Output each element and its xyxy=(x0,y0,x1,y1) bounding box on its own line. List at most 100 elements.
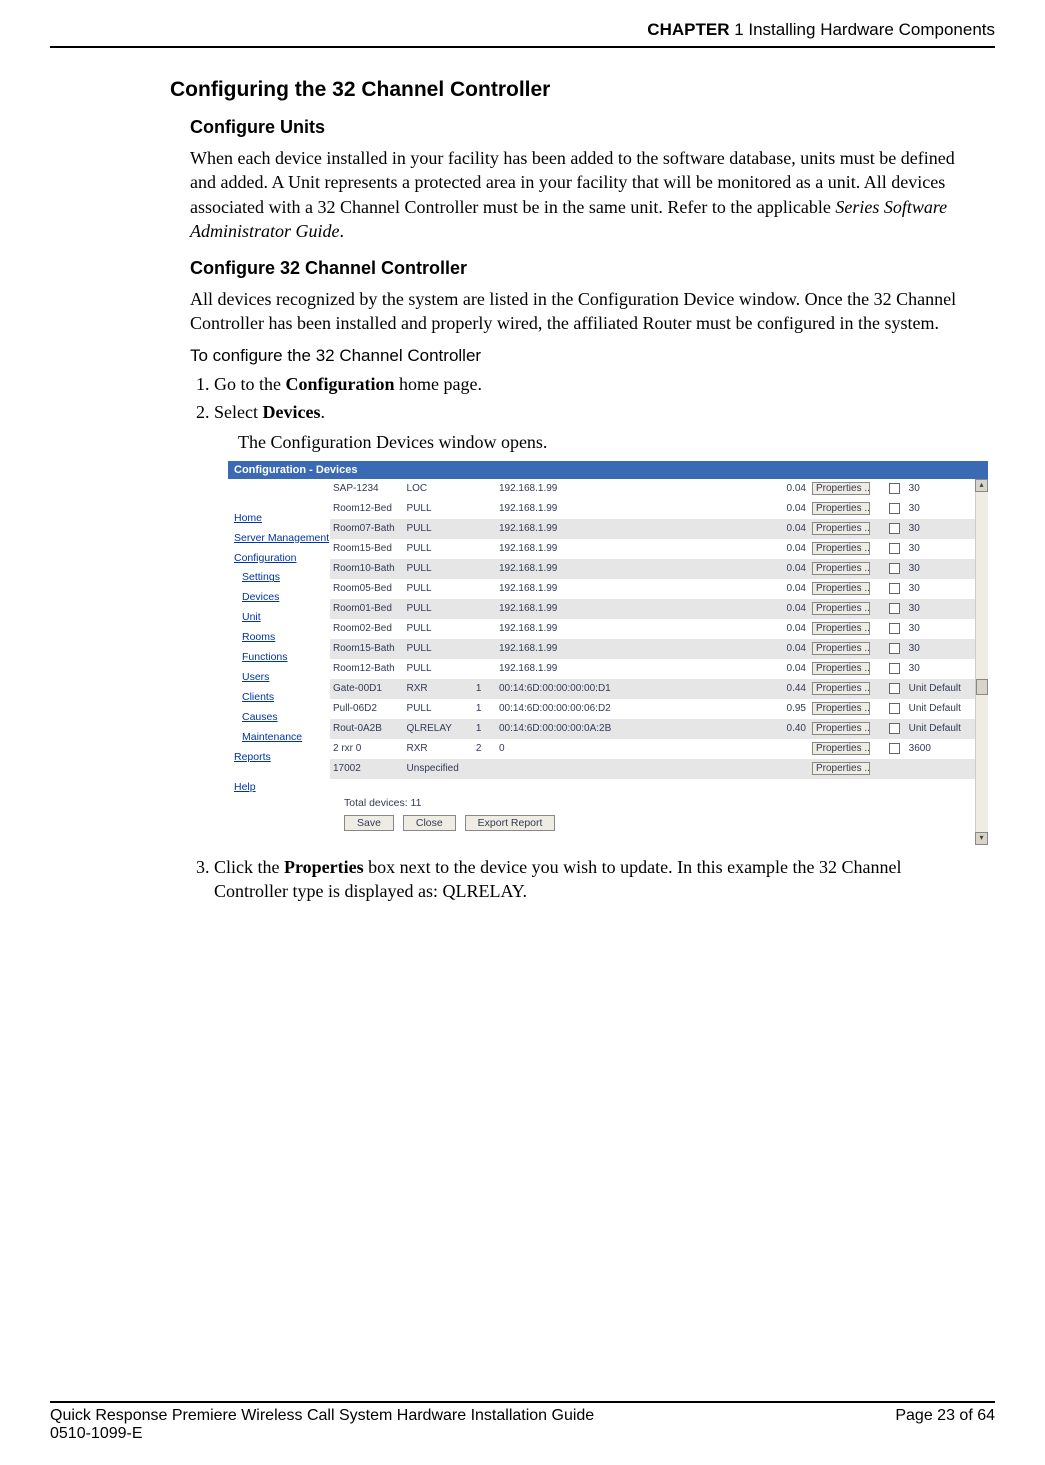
sidebar-link[interactable]: Clients xyxy=(234,688,326,708)
sidebar-link[interactable]: Unit xyxy=(234,608,326,628)
header-rule xyxy=(50,46,995,48)
cell-value: 0.04 xyxy=(767,479,809,499)
cell-name: Room15-Bed xyxy=(330,539,404,559)
config-devices-screenshot: Configuration - Devices HomeServer Manag… xyxy=(228,461,988,845)
properties-button[interactable]: Properties .. xyxy=(812,602,870,615)
cell-properties: Properties .. xyxy=(809,759,883,779)
row-checkbox[interactable] xyxy=(889,643,900,654)
cell-blank xyxy=(656,499,767,519)
properties-button[interactable]: Properties .. xyxy=(812,542,870,555)
row-checkbox[interactable] xyxy=(889,743,900,754)
row-checkbox[interactable] xyxy=(889,663,900,674)
window-titlebar: Configuration - Devices xyxy=(228,461,988,479)
cell-last: 30 xyxy=(906,499,975,519)
table-row: Gate-00D1RXR100:14:6D:00:00:00:00:D10.44… xyxy=(330,679,975,699)
scrollbar-thumb[interactable] xyxy=(976,679,988,695)
properties-button[interactable]: Properties .. xyxy=(812,502,870,515)
cell-col3 xyxy=(473,579,496,599)
cell-last: 30 xyxy=(906,599,975,619)
cell-type: PULL xyxy=(404,579,473,599)
cell-col3: 1 xyxy=(473,719,496,739)
cell-properties: Properties .. xyxy=(809,699,883,719)
cell-value: 0.40 xyxy=(767,719,809,739)
properties-button[interactable]: Properties .. xyxy=(812,702,870,715)
cell-address: 0 xyxy=(496,739,656,759)
row-checkbox[interactable] xyxy=(889,623,900,634)
row-checkbox[interactable] xyxy=(889,723,900,734)
cell-blank xyxy=(656,719,767,739)
scrollbar-track[interactable] xyxy=(975,492,988,832)
step-1: Go to the Configuration home page. xyxy=(214,372,965,396)
properties-button[interactable]: Properties .. xyxy=(812,482,870,495)
sidebar-link[interactable]: Devices xyxy=(234,588,326,608)
sidebar-link[interactable]: Maintenance xyxy=(234,728,326,748)
cell-blank xyxy=(656,599,767,619)
row-checkbox[interactable] xyxy=(889,483,900,494)
chapter-label: CHAPTER xyxy=(647,20,729,39)
scroll-up-icon[interactable]: ▴ xyxy=(975,479,988,492)
sidebar-link[interactable]: Users xyxy=(234,668,326,688)
cell-address: 00:14:6D:00:00:00:00:D1 xyxy=(496,679,656,699)
sidebar-link[interactable]: Functions xyxy=(234,648,326,668)
cell-blank xyxy=(656,619,767,639)
properties-button[interactable]: Properties .. xyxy=(812,582,870,595)
properties-button[interactable]: Properties .. xyxy=(812,742,870,755)
configure-units-body: When each device installed in your facil… xyxy=(190,146,965,243)
cell-address: 192.168.1.99 xyxy=(496,499,656,519)
cell-checkbox xyxy=(883,519,906,539)
cell-checkbox xyxy=(883,539,906,559)
cell-name: Room10-Bath xyxy=(330,559,404,579)
scroll-down-icon[interactable]: ▾ xyxy=(975,832,988,845)
row-checkbox[interactable] xyxy=(889,503,900,514)
cell-address: 192.168.1.99 xyxy=(496,519,656,539)
procedure-steps: Go to the Configuration home page. Selec… xyxy=(190,372,965,425)
cell-value: 0.04 xyxy=(767,519,809,539)
sidebar-link[interactable]: Server Management xyxy=(234,529,326,549)
procedure-steps-cont: Click the Properties box next to the dev… xyxy=(190,855,965,904)
sidebar-link[interactable]: Help xyxy=(234,778,326,798)
cell-properties: Properties .. xyxy=(809,479,883,499)
row-checkbox[interactable] xyxy=(889,583,900,594)
sidebar-link[interactable]: Settings xyxy=(234,568,326,588)
cell-last xyxy=(906,759,975,779)
procedure-heading: To configure the 32 Channel Controller xyxy=(190,346,965,366)
sidebar-link[interactable]: Configuration xyxy=(234,549,326,569)
table-row: Room12-BathPULL192.168.1.990.04Propertie… xyxy=(330,659,975,679)
cell-blank xyxy=(656,639,767,659)
cell-type: QLRELAY xyxy=(404,719,473,739)
close-button[interactable]: Close xyxy=(403,815,456,831)
cell-address: 00:14:6D:00:00:00:0A:2B xyxy=(496,719,656,739)
sidebar-link[interactable]: Reports xyxy=(234,748,326,768)
row-checkbox[interactable] xyxy=(889,703,900,714)
cell-value: 0.04 xyxy=(767,539,809,559)
cell-address: 192.168.1.99 xyxy=(496,539,656,559)
sidebar-link[interactable]: Causes xyxy=(234,708,326,728)
row-checkbox[interactable] xyxy=(889,543,900,554)
export-report-button[interactable]: Export Report xyxy=(465,815,556,831)
cell-blank xyxy=(656,479,767,499)
save-button[interactable]: Save xyxy=(344,815,394,831)
row-checkbox[interactable] xyxy=(889,523,900,534)
cell-col3: 1 xyxy=(473,679,496,699)
properties-button[interactable]: Properties .. xyxy=(812,662,870,675)
step-3: Click the Properties box next to the dev… xyxy=(214,855,965,904)
properties-button[interactable]: Properties .. xyxy=(812,522,870,535)
row-checkbox[interactable] xyxy=(889,683,900,694)
properties-button[interactable]: Properties .. xyxy=(812,682,870,695)
properties-button[interactable]: Properties .. xyxy=(812,762,870,775)
cell-value xyxy=(767,759,809,779)
cell-blank xyxy=(656,519,767,539)
properties-button[interactable]: Properties .. xyxy=(812,562,870,575)
sidebar-link[interactable]: Rooms xyxy=(234,628,326,648)
cell-type: RXR xyxy=(404,739,473,759)
row-checkbox[interactable] xyxy=(889,563,900,574)
cell-address: 192.168.1.99 xyxy=(496,579,656,599)
cell-checkbox xyxy=(883,659,906,679)
properties-button[interactable]: Properties .. xyxy=(812,722,870,735)
properties-button[interactable]: Properties .. xyxy=(812,622,870,635)
devices-main-pane: ▴ ▾ SAP-1234LOC192.168.1.990.04Propertie… xyxy=(330,479,988,845)
row-checkbox[interactable] xyxy=(889,603,900,614)
sidebar-link[interactable]: Home xyxy=(234,509,326,529)
cell-checkbox xyxy=(883,739,906,759)
properties-button[interactable]: Properties .. xyxy=(812,642,870,655)
